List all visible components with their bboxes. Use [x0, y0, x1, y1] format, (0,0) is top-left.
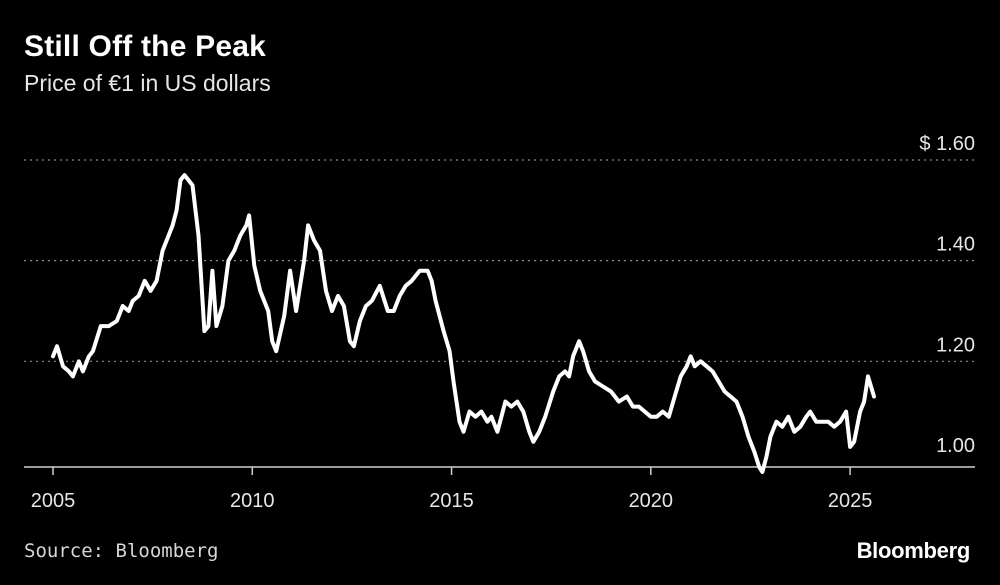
x-axis: 2005 2010 2015 2020 2025 — [24, 466, 975, 512]
x-tick-label-1: 2010 — [230, 490, 275, 512]
x-tick-label-4: 2025 — [828, 490, 873, 512]
chart-subtitle: Price of €1 in US dollars — [24, 70, 271, 96]
x-tick-label-3: 2020 — [629, 490, 674, 512]
gridlines — [24, 159, 975, 362]
y-tick-label-1: 1.40 — [936, 234, 975, 256]
y-axis-labels: $ 1.60 1.40 1.20 1.00 — [919, 133, 975, 457]
series-lines — [51, 173, 876, 474]
bloomberg-logo: Bloomberg — [856, 538, 971, 563]
y-tick-label-2: 1.20 — [936, 334, 975, 356]
x-tick-label-2: 2015 — [429, 490, 474, 512]
y-tick-label-3: 1.00 — [936, 435, 975, 457]
x-tick-label-0: 2005 — [31, 490, 76, 512]
y-tick-label-0: $ 1.60 — [919, 133, 975, 155]
source-note: Source: Bloomberg — [24, 540, 219, 562]
chart-title: Still Off the Peak — [24, 30, 266, 63]
series-line-eur-usd — [51, 173, 876, 474]
